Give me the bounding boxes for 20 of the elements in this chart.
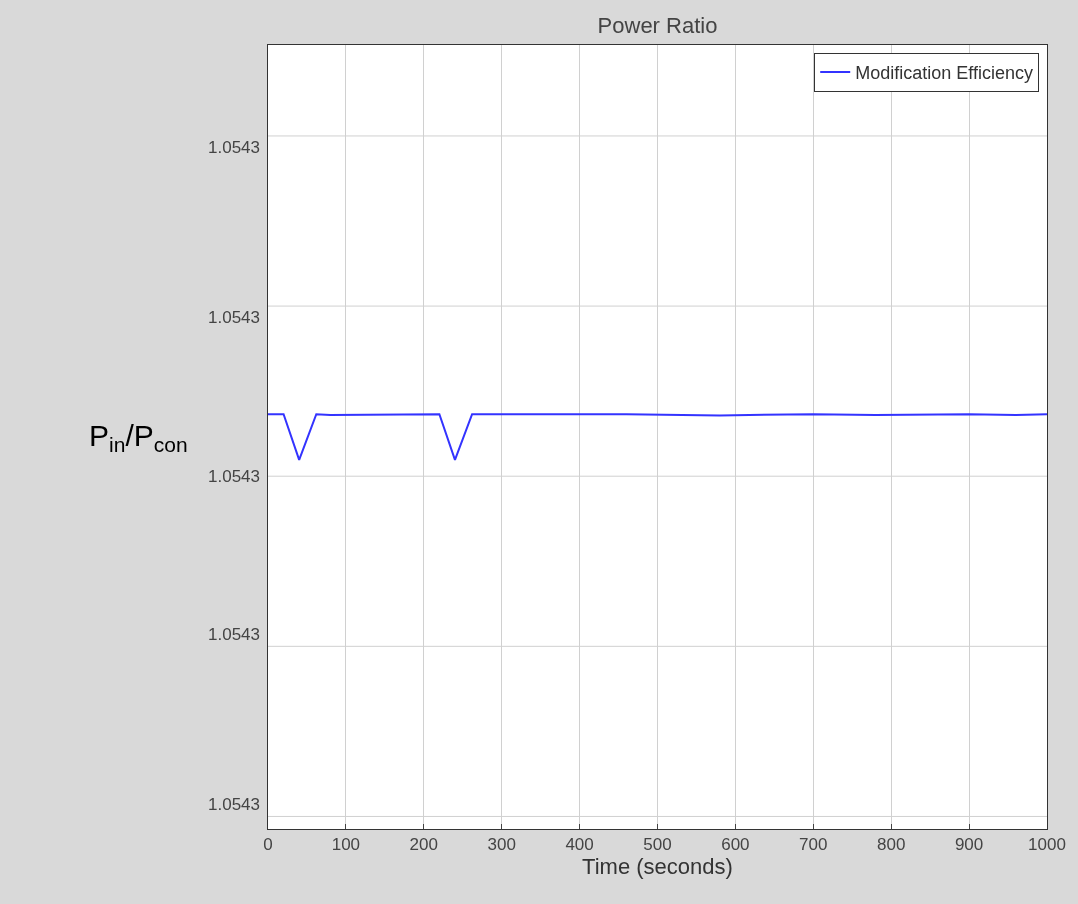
x-tick-label: 400 [565, 835, 594, 855]
y-axis-title: P$_{in}$/P$_{con}$ [89, 419, 188, 457]
x-tick-label: 200 [409, 835, 438, 855]
text: 1.0543 [208, 467, 260, 486]
x-tick-label: 500 [643, 835, 672, 855]
x-tick-label: 600 [721, 835, 750, 855]
text: 1.0543 [208, 795, 260, 814]
x-tick-label: 1000 [1028, 835, 1066, 855]
x-tick-label: 700 [799, 835, 828, 855]
text: 1.0543 [208, 308, 260, 327]
x-axis-title: Time (seconds) [582, 854, 733, 880]
legend-label: Modification Efficiency [855, 63, 1033, 84]
x-tick-label: 0 [263, 835, 273, 855]
chart-title: Power Ratio [597, 12, 718, 38]
x-tick-label: 900 [954, 835, 984, 855]
x-tick-label: 300 [487, 835, 516, 855]
x-tick-label: 800 [877, 835, 906, 855]
x-tick-label: 100 [331, 835, 361, 855]
text: 1.0543 [208, 138, 260, 157]
text: 1.0543 [208, 625, 260, 644]
